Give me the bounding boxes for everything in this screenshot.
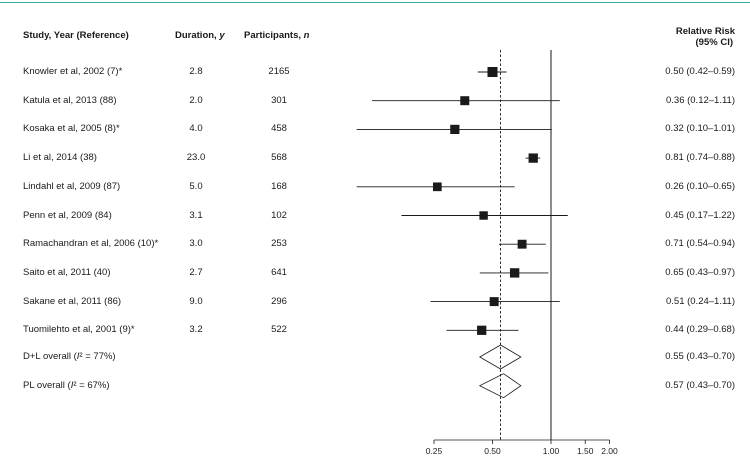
overall-label-pre: D+L overall (	[23, 351, 77, 362]
study-ci-text: 0.51 (0.24–1.11)	[665, 295, 735, 307]
x-tick-label: 0.25	[426, 446, 443, 456]
overall-label-post: ² = 77%)	[79, 351, 116, 362]
study-participants: 641	[271, 266, 287, 278]
study-label: Kosaka et al, 2005 (8)*	[23, 123, 120, 135]
header-duration: Duration, y	[175, 30, 225, 41]
header-participants-unit: n	[303, 30, 310, 41]
overall-label-i: I	[70, 379, 74, 391]
point-estimate	[489, 297, 499, 307]
header-study: Study, Year (Reference)	[23, 30, 129, 41]
point-estimate	[509, 268, 520, 278]
study-label: Katula et al, 2013 (88)	[23, 94, 117, 106]
study-participants: 102	[271, 209, 287, 221]
overall-label-i: I	[76, 351, 80, 362]
study-label: Ramachandran et al, 2006 (10)*	[23, 238, 159, 250]
study-ci-text: 0.65 (0.43–0.97)	[665, 266, 735, 278]
overall-label: D+L overall (I² = 77%)	[23, 351, 116, 362]
x-tick-label: 0.50	[484, 446, 501, 456]
overall-ci-text: 0.55 (0.43–0.70)	[665, 351, 735, 362]
study-participants: 168	[271, 180, 287, 192]
study-participants: 296	[271, 295, 287, 307]
study-duration: 2.8	[189, 66, 203, 77]
x-tick-label: 1.50	[577, 446, 594, 456]
study-participants: 458	[271, 123, 287, 135]
study-label: Tuomilehto et al, 2001 (9)*	[23, 324, 135, 336]
study-participants: 2165	[268, 66, 290, 77]
point-estimate	[517, 239, 527, 249]
overall-label: PL overall (I² = 67%)	[23, 380, 110, 391]
study-label: Penn et al, 2009 (84)	[23, 209, 112, 221]
study-duration: 3.1	[189, 209, 203, 221]
pooled-diamond	[478, 373, 522, 399]
study-ci-text: 0.36 (0.12–1.11)	[665, 94, 735, 106]
header-relative-risk: Relative Risk (95% CI)	[630, 26, 735, 48]
header-duration-unit: y	[219, 30, 225, 41]
study-label: Li et al, 2014 (38)	[23, 152, 97, 164]
point-estimate	[460, 96, 470, 106]
study-ci-text: 0.26 (0.10–0.65)	[665, 180, 735, 192]
x-tick-label: 1.00	[543, 446, 560, 456]
point-estimate	[432, 182, 442, 192]
study-duration: 2.0	[189, 94, 203, 106]
study-duration: 4.0	[189, 123, 203, 135]
header-rr-line2: (95% CI)	[695, 37, 733, 48]
study-duration: 23.0	[186, 152, 206, 164]
study-duration: 9.0	[189, 295, 203, 307]
header-duration-label: Duration,	[175, 30, 220, 41]
study-label: Sakane et al, 2011 (86)	[23, 295, 122, 307]
overall-label-pre: PL overall (	[23, 379, 71, 391]
study-label: Knowler et al, 2002 (7)*	[23, 66, 123, 77]
point-estimate	[450, 124, 460, 134]
point-estimate	[479, 211, 488, 220]
study-ci-text: 0.32 (0.10–1.01)	[665, 123, 735, 135]
study-ci-text: 0.71 (0.54–0.94)	[665, 238, 735, 250]
x-tick-label: 2.00	[601, 446, 618, 456]
study-duration: 5.0	[189, 180, 203, 192]
overall-label-post: ² = 67%)	[73, 379, 110, 391]
study-duration: 3.0	[189, 238, 203, 250]
point-estimate	[487, 67, 498, 77]
header-participants: Participants, n	[244, 30, 309, 41]
header-participants-label: Participants,	[244, 30, 304, 41]
overall-ci-text: 0.57 (0.43–0.70)	[665, 379, 735, 391]
study-participants: 522	[271, 324, 287, 336]
study-participants: 253	[271, 238, 287, 250]
study-ci-text: 0.50 (0.42–0.59)	[665, 66, 735, 77]
study-ci-text: 0.81 (0.74–0.88)	[665, 152, 735, 164]
study-participants: 301	[271, 94, 287, 106]
study-participants: 568	[271, 152, 287, 164]
study-ci-text: 0.44 (0.29–0.68)	[665, 324, 735, 336]
study-duration: 2.7	[189, 266, 203, 278]
header-rr-line1: Relative Risk	[675, 26, 735, 37]
study-label: Lindahl et al, 2009 (87)	[23, 180, 121, 192]
point-estimate	[528, 153, 538, 163]
study-label: Saito et al, 2011 (40)	[23, 266, 111, 278]
study-duration: 3.2	[189, 324, 203, 336]
study-ci-text: 0.45 (0.17–1.22)	[665, 209, 735, 221]
top-rule	[0, 2, 750, 3]
point-estimate	[477, 325, 487, 335]
